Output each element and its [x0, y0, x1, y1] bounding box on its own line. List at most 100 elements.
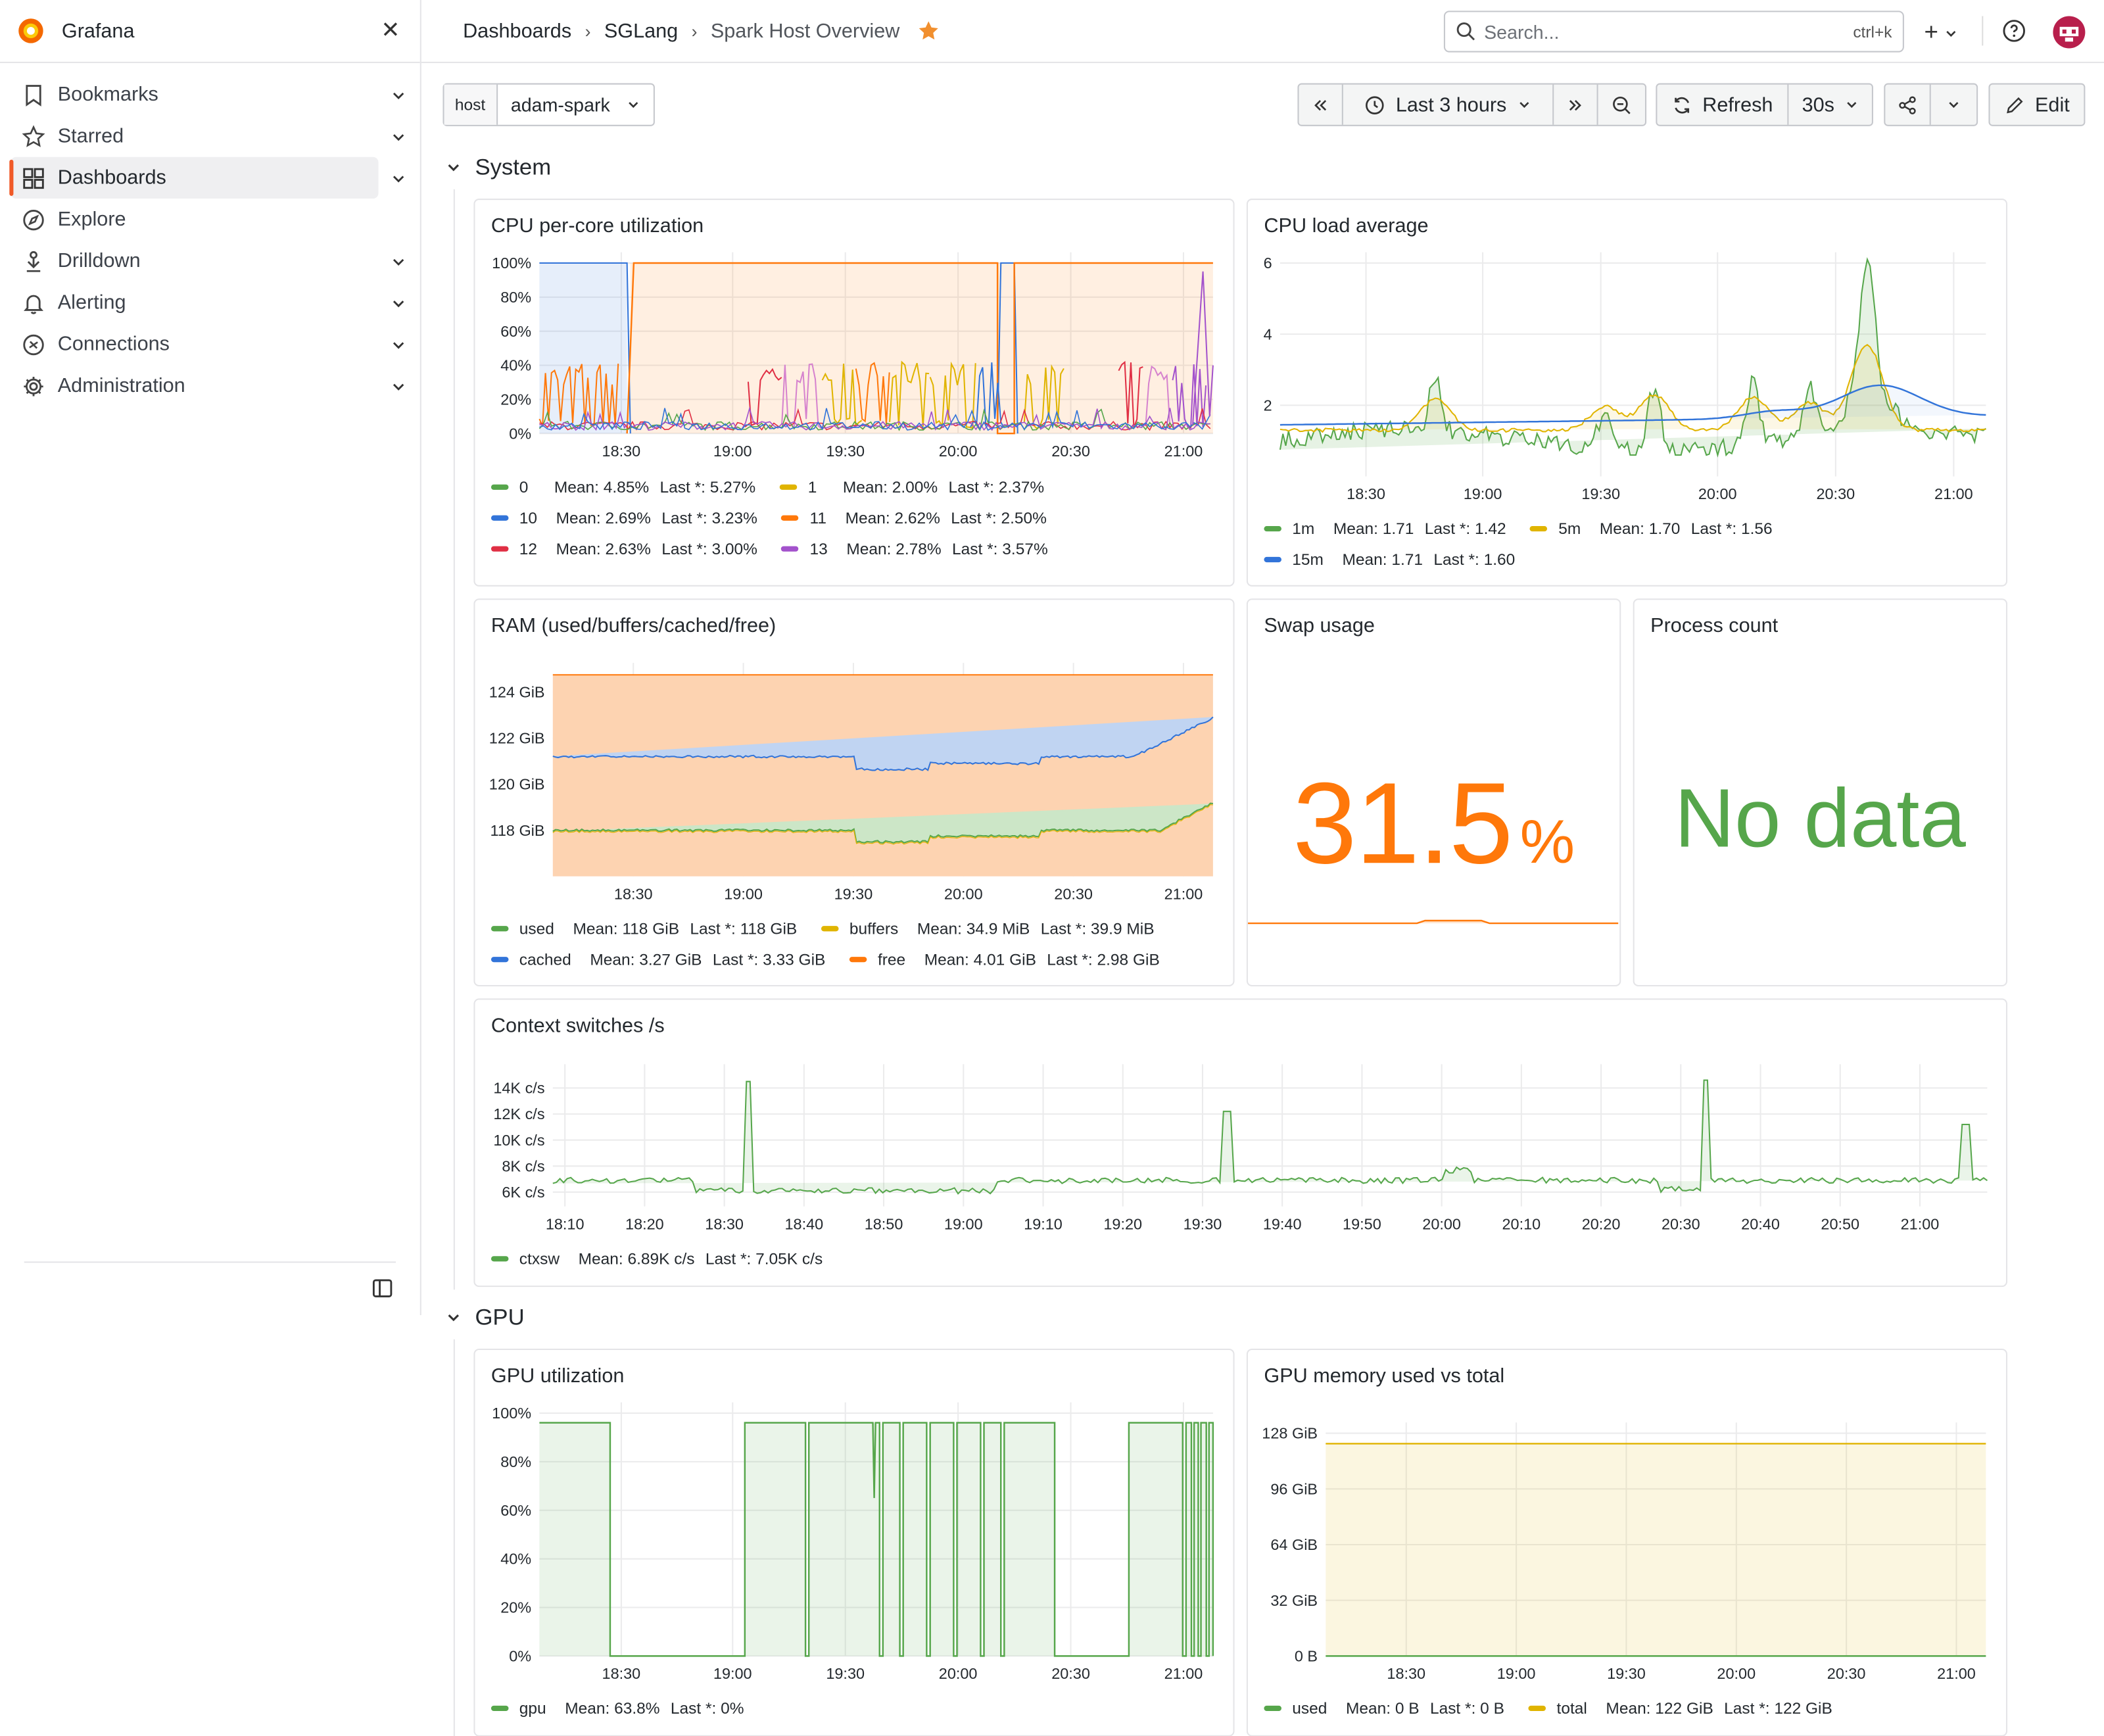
share-options-button[interactable] [1931, 85, 1976, 125]
x-tick-label: 20:40 [1741, 1215, 1780, 1232]
series-line [1279, 256, 1986, 458]
legend-item[interactable]: used Mean: 0 B Last *: 0 B [1264, 1699, 1515, 1717]
x-tick-label: 20:30 [1051, 1665, 1090, 1682]
series-line [538, 364, 619, 427]
gpu-busy-area [744, 1422, 806, 1656]
legend-item[interactable]: 0 Mean: 4.85% Last *: 5.27% [490, 477, 767, 496]
series-line [552, 1079, 1988, 1195]
breadcrumb-sglang[interactable]: SGLang [604, 19, 679, 43]
x-tick-label: 19:00 [724, 885, 763, 902]
chevron-down-icon [628, 102, 638, 108]
x-tick-label: 19:00 [1464, 485, 1502, 502]
sidebar-item-starred[interactable]: Starred [11, 116, 404, 157]
share-button[interactable] [1885, 84, 1931, 125]
legend-item[interactable]: gpu Mean: 63.8% Last *: 0% [490, 1698, 755, 1718]
sidebar-item-administration[interactable]: Administration [11, 365, 404, 406]
legend-item[interactable]: 15m Mean: 1.71 Last *: 1.60 [1264, 550, 1525, 568]
series-area [1247, 920, 1619, 924]
section-system-header[interactable]: System [446, 155, 551, 181]
legend-swatch [781, 545, 800, 551]
legend-item[interactable]: cached Mean: 3.27 GiB Last *: 3.33 GiB [490, 950, 836, 968]
chevron-down-icon[interactable] [389, 376, 408, 395]
sidebar-item-bookmarks[interactable]: Bookmarks [11, 74, 404, 115]
search-shortcut: ctrl+k [1853, 22, 1892, 41]
chevron-down-icon[interactable] [389, 127, 408, 146]
chevron-down-icon[interactable] [389, 335, 408, 354]
chevron-down-icon[interactable] [389, 293, 408, 312]
legend-item[interactable]: 10 Mean: 2.69% Last *: 3.23% [490, 508, 768, 527]
panel-process-count[interactable]: Process count No data [1633, 598, 2008, 986]
time-back-button[interactable] [1299, 84, 1343, 125]
legend-item[interactable]: 11 Mean: 2.62% Last *: 2.50% [781, 508, 1058, 527]
x-tick-label: 20:30 [1816, 485, 1855, 502]
search-input[interactable]: Search... ctrl+k [1443, 11, 1904, 53]
breadcrumb-separator: › [585, 20, 591, 41]
legend-item[interactable]: 5m Mean: 1.70 Last *: 1.56 [1530, 519, 1783, 537]
close-menu-icon[interactable]: ✕ [381, 17, 400, 43]
sidebar-item-connections[interactable]: Connections [11, 324, 404, 365]
legend-swatch [821, 925, 839, 931]
chevron-down-icon[interactable] [389, 85, 408, 105]
legend-item[interactable]: 1 Mean: 2.00% Last *: 2.37% [779, 477, 1055, 496]
panel-context-switches[interactable]: Context switches /s 6K c/s 8K c/s 10K c/s 1… [473, 998, 2008, 1288]
section-gpu-header[interactable]: GPU [446, 1305, 525, 1332]
legend-item[interactable]: buffers Mean: 34.9 MiB Last *: 39.9 MiB [821, 919, 1165, 937]
panel-cpu-per-core[interactable]: CPU per-core utilization 0% 20% 40% 60% 80% 1… [473, 199, 1235, 587]
panel-gpu-memory[interactable]: GPU memory used vs total 0 B 32 GiB 64 GiB… [1246, 1349, 2008, 1736]
grafana-logo-icon[interactable] [16, 16, 45, 45]
chevron-down-icon [1949, 102, 1959, 108]
time-range-picker[interactable]: Last 3 hours [1343, 84, 1554, 125]
x-tick-label: 18:50 [865, 1215, 903, 1232]
zoom-out-icon [1613, 95, 1631, 114]
variable-value-select[interactable]: adam-spark [497, 85, 653, 125]
series-11-area [630, 262, 1213, 434]
panel-gpu-utilization[interactable]: GPU utilization 0% 20% 40% 60% 80% 100% 18:30 1… [473, 1349, 1235, 1736]
dock-menu-icon[interactable] [371, 1278, 393, 1299]
panel-title: Context switches /s [490, 1014, 665, 1038]
refresh-interval-picker[interactable]: 30s [1788, 85, 1872, 125]
legend: 0 Mean: 4.85% Last *: 5.27% 1 Mean: 2.00% Las… [490, 471, 1072, 564]
time-forward-button[interactable] [1554, 84, 1598, 125]
chart-svg: 118 GiB 120 GiB 122 GiB 124 GiB 18:30 19:00 19… [489, 663, 1214, 902]
help-icon[interactable] [2002, 19, 2026, 43]
legend-item[interactable]: used Mean: 118 GiB Last *: 118 GiB [490, 919, 808, 937]
edit-button[interactable]: Edit [1990, 85, 2084, 125]
x-tick-label: 21:00 [1164, 885, 1203, 902]
refresh-button[interactable]: Refresh [1657, 84, 1789, 125]
chevron-down-icon[interactable] [389, 252, 408, 271]
panel-ram[interactable]: RAM (used/buffers/cached/free) 118 GiB 12… [473, 598, 1235, 986]
add-new-button[interactable]: + [1925, 19, 1957, 47]
sidebar-item-dashboards[interactable]: Dashboards [9, 157, 404, 199]
y-tick-label: 64 GiB [1270, 1536, 1318, 1553]
breadcrumb-dashboards[interactable]: Dashboards [463, 19, 572, 43]
legend-item[interactable]: ctxsw Mean: 6.89K c/s Last *: 7.05K c/s [490, 1249, 834, 1268]
legend-last: Last *: 0% [670, 1698, 744, 1718]
panel-swap-usage[interactable]: Swap usage 31.5% [1246, 598, 1621, 986]
star-favorite-icon[interactable] [916, 19, 940, 43]
section-title: GPU [475, 1304, 525, 1330]
legend-swatch [490, 925, 509, 931]
series-line [855, 362, 890, 425]
x-tick-label: 18:30 [1387, 1665, 1425, 1682]
legend-item[interactable]: 12 Mean: 2.63% Last *: 3.00% [490, 539, 768, 558]
avatar[interactable] [2053, 16, 2086, 49]
legend-last: Last *: 5.27% [659, 477, 756, 496]
gpu-busy-area [957, 1422, 981, 1656]
series-line [539, 408, 1211, 431]
legend-item[interactable]: 1m Mean: 1.71 Last *: 1.42 [1264, 519, 1517, 537]
gpu-busy-area [1004, 1422, 1055, 1656]
sidebar-item-explore[interactable]: Explore [11, 199, 378, 240]
panel-cpu-load[interactable]: CPU load average 2 4 6 18:30 19:00 19:30 20:00… [1246, 199, 2008, 587]
zoom-out-button[interactable] [1598, 85, 1645, 125]
legend-item[interactable]: 13 Mean: 2.78% Last *: 3.57% [781, 539, 1059, 558]
chevron-down-icon[interactable] [389, 168, 408, 187]
y-tick-label: 118 GiB [490, 822, 545, 839]
y-tick-label: 6 [1264, 254, 1272, 272]
sidebar-item-drilldown[interactable]: Drilldown [11, 240, 404, 281]
legend-item[interactable]: total Mean: 122 GiB Last *: 122 GiB [1528, 1699, 1843, 1717]
host-variable-picker[interactable]: host adam-spark [442, 83, 655, 126]
legend-item[interactable]: free Mean: 4.01 GiB Last *: 2.98 GiB [849, 950, 1170, 968]
gpu-busy-area [539, 1422, 610, 1656]
sidebar-item-alerting[interactable]: Alerting [11, 282, 404, 324]
series-line [929, 361, 976, 429]
